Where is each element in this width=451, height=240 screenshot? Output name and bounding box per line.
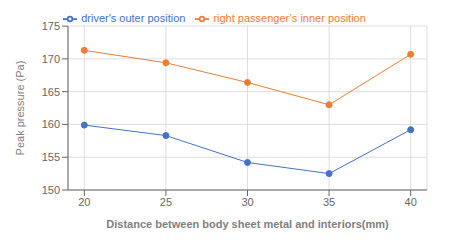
html-text:right passenger’s inner positi: right passenger’s inner position — [213, 12, 366, 24]
svg-text:25: 25 — [160, 196, 172, 208]
svg-text:155: 155 — [42, 151, 60, 163]
svg-text:40: 40 — [405, 196, 417, 208]
svg-text:35: 35 — [323, 196, 335, 208]
svg-text:Peak pressure (Pa): Peak pressure (Pa) — [14, 61, 26, 156]
svg-text:175: 175 — [42, 20, 60, 32]
svg-text:30: 30 — [241, 196, 253, 208]
html-text:driver's outer position: driver's outer position — [81, 12, 186, 24]
svg-text:160: 160 — [42, 118, 60, 130]
svg-text:20: 20 — [78, 196, 90, 208]
svg-text:Distance between body sheet me: Distance between body sheet metal and in… — [106, 218, 389, 230]
svg-text:165: 165 — [42, 86, 60, 98]
svg-text:170: 170 — [42, 53, 60, 65]
svg-text:150: 150 — [42, 184, 60, 196]
